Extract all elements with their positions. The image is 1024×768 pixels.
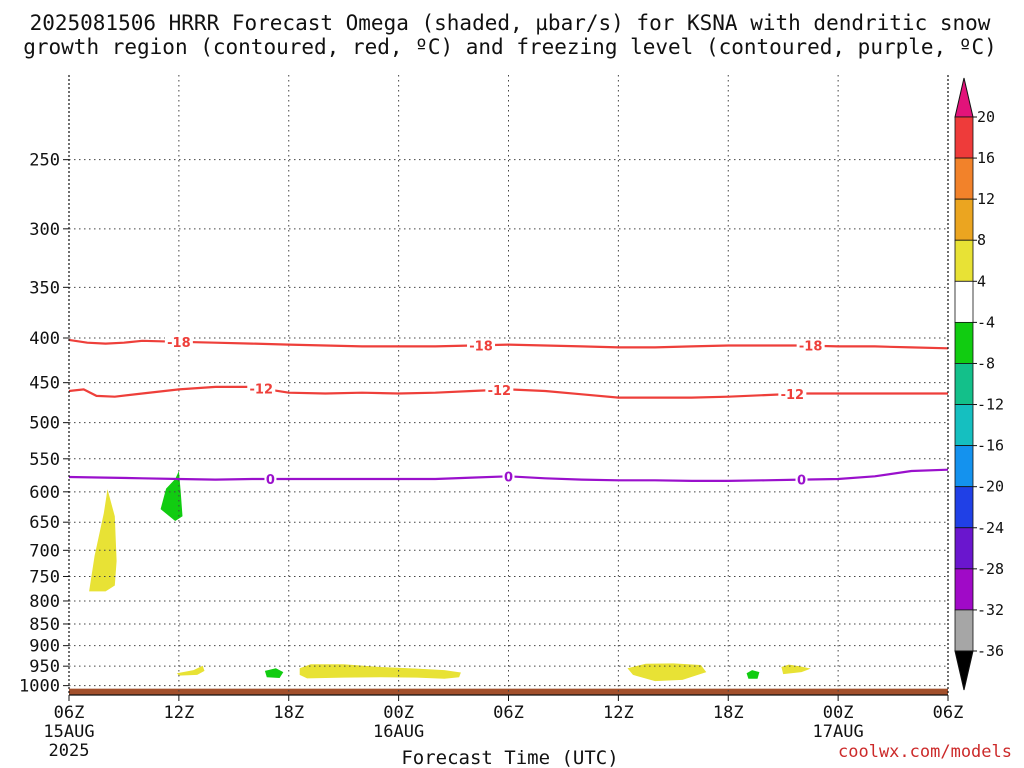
contour-label-bg-1-1: [485, 382, 514, 397]
colorbar-label-12: -32: [977, 601, 1004, 619]
y-tick-label-600: 600: [29, 483, 60, 503]
y-tick-label-650: 650: [29, 513, 60, 533]
x-tick-label-4: 06Z: [493, 703, 524, 723]
x-tick-label-8: 06Z: [933, 703, 964, 723]
colorbar-label-9: -20: [977, 478, 1004, 496]
x-tick-label-5: 12Z: [603, 703, 634, 723]
x-tick-sublabel-3: 16AUG: [373, 722, 424, 742]
omega-region-2: [177, 665, 205, 676]
y-tick-label-900: 900: [29, 637, 60, 657]
contour-label-bg-2-0: [264, 471, 277, 486]
chart-title-line-2: growth region (contoured, red, ºC) and f…: [23, 35, 997, 59]
x-tick-sublabel2-0: 2025: [49, 741, 90, 761]
colorbar-label-3: 8: [977, 231, 986, 249]
contour-label-bg-2-1: [502, 469, 515, 484]
x-tick-label-0: 06Z: [54, 703, 85, 723]
x-tick-label-2: 18Z: [273, 703, 304, 723]
plot-area: -18 -18 -18 -12 -12 -12 0 0 0 250 300 350 400 450 500 5…: [19, 75, 963, 761]
y-tick-label-350: 350: [29, 278, 60, 298]
contour-label-bg-0-2: [796, 338, 825, 353]
contour-label-0-0: -18: [167, 336, 191, 351]
colorbar-label-0: 20: [977, 108, 995, 126]
y-tick-label-850: 850: [29, 615, 60, 635]
x-tick-sublabel-7: 17AUG: [813, 722, 864, 742]
x-tick-sublabel-0: 15AUG: [43, 722, 94, 742]
y-tick-label-950: 950: [29, 657, 60, 677]
omega-region-3: [264, 668, 284, 678]
contour-label-2-0: 0: [266, 473, 275, 488]
y-tick-label-250: 250: [29, 151, 60, 171]
y-tick-label-750: 750: [29, 567, 60, 587]
y-tick-label-300: 300: [29, 220, 60, 240]
x-axis-label: Forecast Time (UTC): [401, 747, 618, 768]
colorbar-label-8: -16: [977, 437, 1004, 455]
colorbar-label-5: -4: [977, 313, 995, 331]
y-tick-label-400: 400: [29, 329, 60, 349]
colorbar-segment-2: [954, 198, 974, 241]
contour-label-1-1: -12: [488, 384, 512, 399]
y-tick-label-450: 450: [29, 374, 60, 394]
colorbar-segment-4: [954, 280, 974, 323]
contour-label-bg-0-0: [164, 334, 193, 349]
contour-label-1-2: -12: [781, 388, 805, 403]
contour-label-bg-1-0: [247, 381, 276, 396]
colorbar-segment-9: [954, 486, 974, 529]
omega-region-7: [781, 664, 811, 675]
colorbar-label-2: 12: [977, 190, 995, 208]
omega-region-4: [299, 664, 461, 679]
chart-title-line-1: 2025081506 HRRR Forecast Omega (shaded, …: [30, 11, 991, 35]
colorbar-segment-10: [954, 527, 974, 570]
colorbar-label-10: -24: [977, 519, 1004, 537]
colorbar-segment-0: [954, 116, 974, 159]
y-tick-label-700: 700: [29, 541, 60, 561]
colorbar-segment-5: [954, 321, 974, 364]
credit-text: coolwx.com/models: [838, 742, 1012, 762]
x-tick-label-3: 00Z: [383, 703, 414, 723]
contour-label-2-1: 0: [504, 470, 513, 485]
colorbar-segment-7: [954, 404, 974, 447]
contour-label-bg-1-2: [778, 386, 807, 401]
omega-region-6: [746, 670, 760, 679]
x-tick-label-7: 00Z: [823, 703, 854, 723]
colorbar-label-6: -8: [977, 354, 995, 372]
colorbar-label-13: -36: [977, 642, 1004, 660]
y-tick-label-1000: 1000: [19, 677, 60, 697]
omega-region-5: [627, 663, 707, 682]
colorbar-label-4: 4: [977, 272, 986, 290]
terrain-band: [69, 688, 948, 695]
contour-label-1-0: -12: [250, 382, 274, 397]
colorbar-segment-12: [954, 609, 974, 652]
colorbar-label-11: -28: [977, 560, 1004, 578]
colorbar-bottom-arrow: [954, 650, 974, 691]
colorbar-top-arrow: [954, 77, 974, 118]
y-tick-label-550: 550: [29, 450, 60, 470]
contour-label-0-2: -18: [799, 340, 823, 355]
x-tick-label-6: 18Z: [713, 703, 744, 723]
colorbar-segment-3: [954, 239, 974, 282]
colorbar: 20 16 12 8 4 -4 -8 -12 -16 -20 -24 -28 -32 -36: [954, 77, 1004, 691]
colorbar-label-1: 16: [977, 149, 995, 167]
colorbar-segment-11: [954, 568, 974, 611]
omega-region-0: [160, 471, 183, 521]
colorbar-segment-1: [954, 157, 974, 200]
contour-label-bg-2-2: [795, 472, 808, 487]
contour-label-0-1: -18: [469, 339, 493, 354]
colorbar-label-7: -12: [977, 396, 1004, 414]
colorbar-segment-6: [954, 363, 974, 405]
colorbar-segment-8: [954, 445, 974, 488]
omega-region-1: [89, 489, 117, 592]
y-tick-label-500: 500: [29, 414, 60, 434]
y-tick-label-800: 800: [29, 592, 60, 612]
contour-label-2-2: 0: [797, 474, 806, 489]
contour-label-bg-0-1: [467, 338, 496, 353]
x-tick-label-1: 12Z: [164, 703, 195, 723]
